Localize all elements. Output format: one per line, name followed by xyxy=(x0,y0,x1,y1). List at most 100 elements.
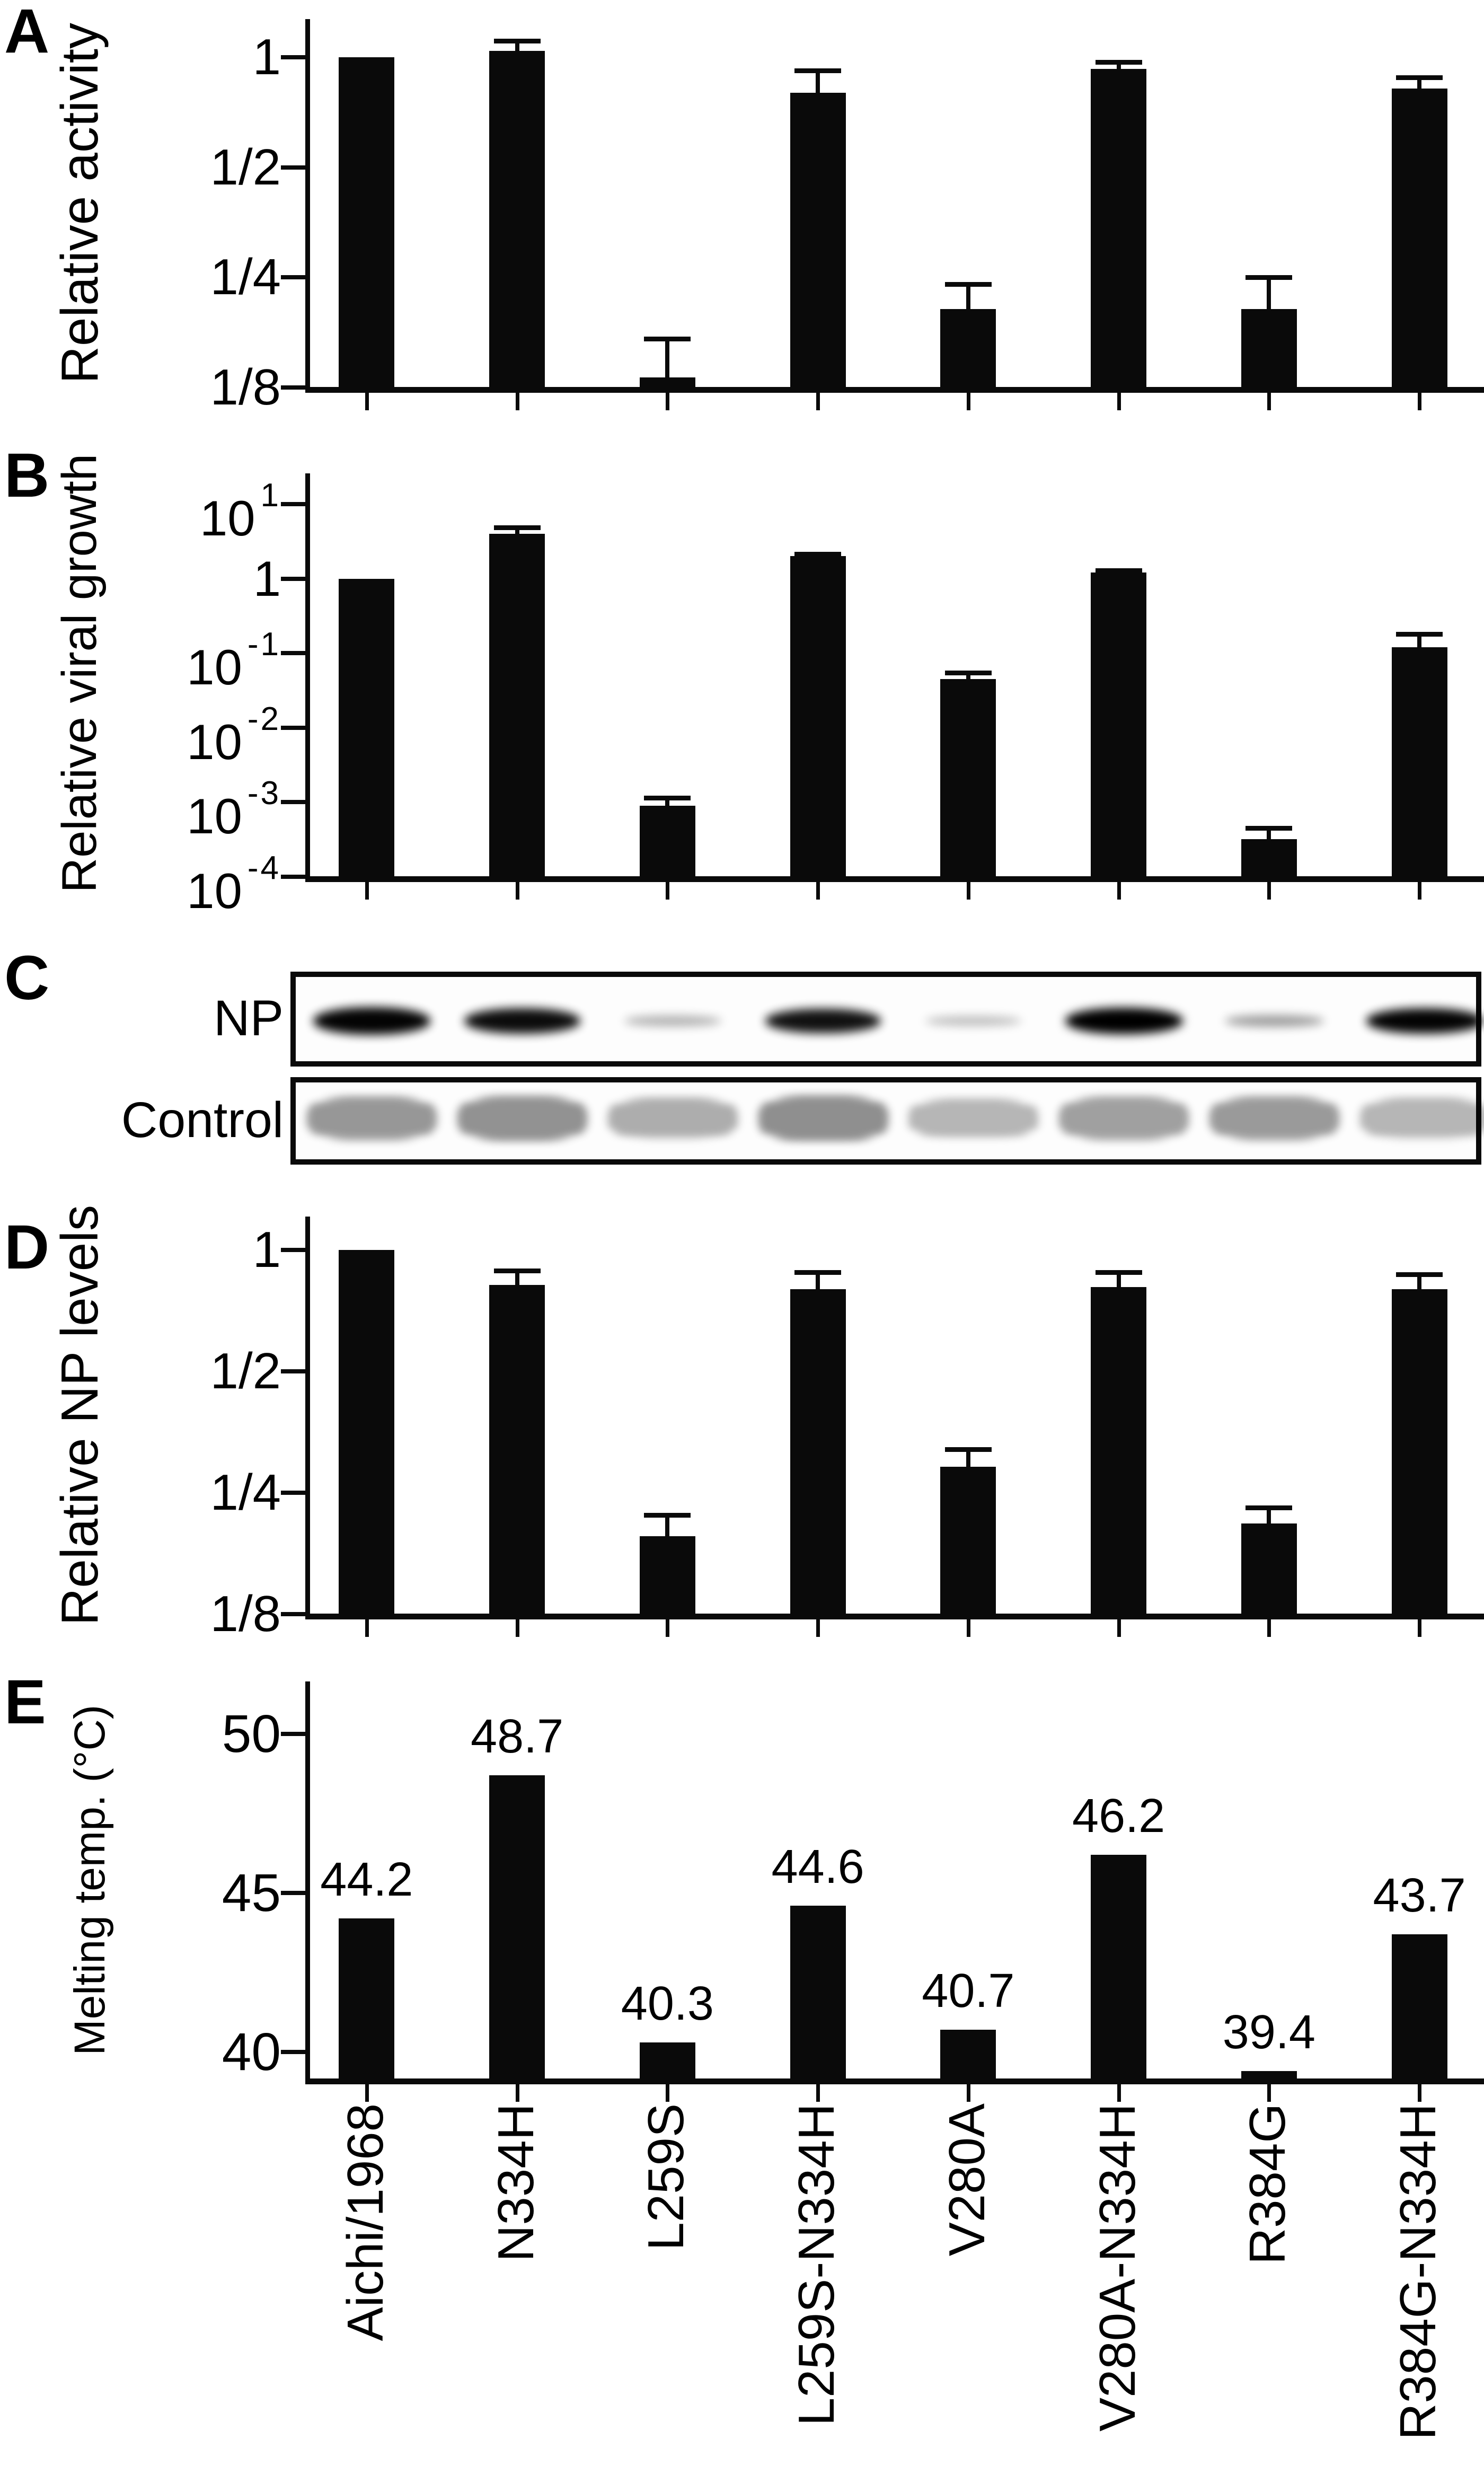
error-bar-stem-V280A-N334H xyxy=(1116,1272,1121,1287)
bar-Aichi/1968 xyxy=(339,1918,395,2079)
y-tick-label-exponent: 1 xyxy=(260,477,281,514)
blot-band-control-V280A-N334H xyxy=(1059,1097,1189,1140)
x-axis-label-Aichi/1968: Aichi/1968 xyxy=(337,2103,394,2341)
panel-a-y-tick-label: 1/4 xyxy=(82,252,281,303)
y-tick-label-base: 40 xyxy=(222,2022,281,2082)
bar-R384G xyxy=(1241,309,1297,387)
panel-b-x-tick xyxy=(666,882,670,900)
panel-b-y-tick-label: 10 -4 xyxy=(82,852,281,916)
bar-N334H xyxy=(489,1284,545,1614)
panel-a-y-tick xyxy=(281,275,305,280)
panel-b-y-axis xyxy=(305,473,310,882)
bar-R384G-N334H xyxy=(1391,89,1447,387)
bar-value-label-R384G-N334H: 43.7 xyxy=(1373,1869,1466,1922)
error-bar-stem-V280A-N334H xyxy=(1116,62,1121,69)
panel-e-y-tick xyxy=(281,1732,305,1736)
panel-a-x-tick xyxy=(966,392,970,410)
panel-a-y-tick xyxy=(281,385,305,390)
bar-L259S-N334H xyxy=(790,92,846,387)
bar-V280A xyxy=(940,309,996,387)
blot-np-box xyxy=(290,972,1483,1067)
blot-band-control-L259S xyxy=(607,1098,738,1139)
panel-d-x-tick xyxy=(966,1619,970,1637)
bar-L259S xyxy=(639,377,695,387)
error-bar-cap-L259S-N334H xyxy=(794,1270,842,1275)
blot-band-np-R384G-N334H xyxy=(1366,1008,1483,1034)
bar-L259S-N334H xyxy=(790,556,846,877)
error-bar-stem-R384G xyxy=(1267,1507,1271,1523)
panel-e-x-tick xyxy=(1267,2084,1271,2102)
y-tick-label-base: 1/2 xyxy=(210,1343,281,1399)
error-bar-stem-R384G xyxy=(1267,828,1271,839)
y-tick-label-exponent: -4 xyxy=(247,850,281,886)
error-bar-cap-R384G-N334H xyxy=(1396,632,1443,637)
panel-e-y-tick xyxy=(281,1891,305,1895)
error-bar-stem-L259S xyxy=(665,1515,670,1537)
blot-band-control-Aichi/1968 xyxy=(307,1097,437,1140)
error-bar-stem-L259S-N334H xyxy=(816,70,820,93)
panel-a-y-tick-label: 1 xyxy=(82,32,281,83)
panel-b-y-tick-label: 10 1 xyxy=(82,479,281,543)
bar-value-label-V280A: 40.7 xyxy=(922,1965,1015,2018)
panel-b-y-tick xyxy=(281,875,305,879)
bar-L259S xyxy=(639,1536,695,1614)
bar-N334H xyxy=(489,533,545,877)
y-tick-label-base: 1 xyxy=(252,29,281,85)
bar-Aichi/1968 xyxy=(339,578,395,877)
panel-d-y-tick-label: 1/4 xyxy=(82,1467,281,1518)
panel-b-y-tick xyxy=(281,576,305,581)
panel-e-x-tick xyxy=(816,2084,820,2102)
bar-value-label-L259S: 40.3 xyxy=(621,1977,714,2030)
panel-a-y-tick xyxy=(281,55,305,59)
panel-b-letter: B xyxy=(4,441,50,510)
y-tick-label-exponent: -3 xyxy=(247,775,281,812)
blot-row-label-control: Control xyxy=(121,1092,284,1148)
panel-d-y-tick-label: 1/2 xyxy=(82,1346,281,1397)
bar-value-label-N334H: 48.7 xyxy=(471,1710,564,1763)
error-bar-cap-V280A-N334H xyxy=(1095,60,1142,65)
error-bar-cap-L259S xyxy=(644,1513,691,1518)
x-axis-label-V280A-N334H: V280A-N334H xyxy=(1089,2103,1146,2432)
panel-a-x-tick xyxy=(1418,392,1422,410)
bar-R384G xyxy=(1241,2071,1297,2079)
y-tick-label-base: 50 xyxy=(222,1704,281,1764)
panel-d-x-axis xyxy=(305,1614,1484,1619)
x-axis-label-V280A: V280A xyxy=(938,2103,995,2257)
y-tick-label-exponent: -2 xyxy=(247,700,281,737)
bar-L259S-N334H xyxy=(790,1289,846,1614)
bar-value-label-L259S-N334H: 44.6 xyxy=(771,1840,864,1893)
panel-d-x-tick xyxy=(365,1619,369,1637)
panel-d-y-tick-label: 1/8 xyxy=(82,1589,281,1640)
blot-band-control-L259S-N334H xyxy=(758,1096,888,1141)
panel-a-x-tick xyxy=(515,392,519,410)
error-bar-cap-V280A xyxy=(944,281,992,287)
bar-R384G xyxy=(1241,1523,1297,1614)
error-bar-cap-L259S xyxy=(644,336,691,341)
panel-b-x-axis xyxy=(305,876,1484,882)
panel-d-y-axis xyxy=(305,1217,310,1619)
error-bar-cap-R384G-N334H xyxy=(1396,1272,1443,1277)
panel-e-x-tick xyxy=(365,2084,369,2102)
error-bar-cap-R384G-N334H xyxy=(1396,75,1443,81)
error-bar-cap-V280A xyxy=(944,1447,992,1452)
panel-e-x-axis xyxy=(305,2078,1484,2084)
blot-band-control-V280A xyxy=(908,1099,1039,1138)
panel-d-x-tick xyxy=(1267,1619,1271,1637)
panel-b-y-tick-label: 10 -1 xyxy=(82,628,281,692)
blot-band-np-R384G xyxy=(1224,1015,1324,1027)
panel-d-y-axis-title: Relative NP levels xyxy=(42,1205,117,1625)
panel-d-y-tick xyxy=(281,1612,305,1616)
blot-band-np-N334H xyxy=(464,1008,581,1034)
y-tick-label-base: 10 xyxy=(199,490,255,546)
panel-a-x-tick xyxy=(1267,392,1271,410)
bar-value-label-R384G: 39.4 xyxy=(1222,2006,1315,2059)
y-tick-label-base: 1/2 xyxy=(210,138,281,196)
bar-Aichi/1968 xyxy=(339,57,395,387)
error-bar-stem-L259S xyxy=(665,797,670,806)
panel-b-y-tick xyxy=(281,651,305,656)
panel-d-x-tick xyxy=(1418,1619,1422,1637)
panel-d-x-tick xyxy=(816,1619,820,1637)
bar-L259S xyxy=(639,805,695,877)
y-tick-label-base: 10 xyxy=(187,714,242,770)
error-bar-stem-L259S xyxy=(665,338,670,378)
